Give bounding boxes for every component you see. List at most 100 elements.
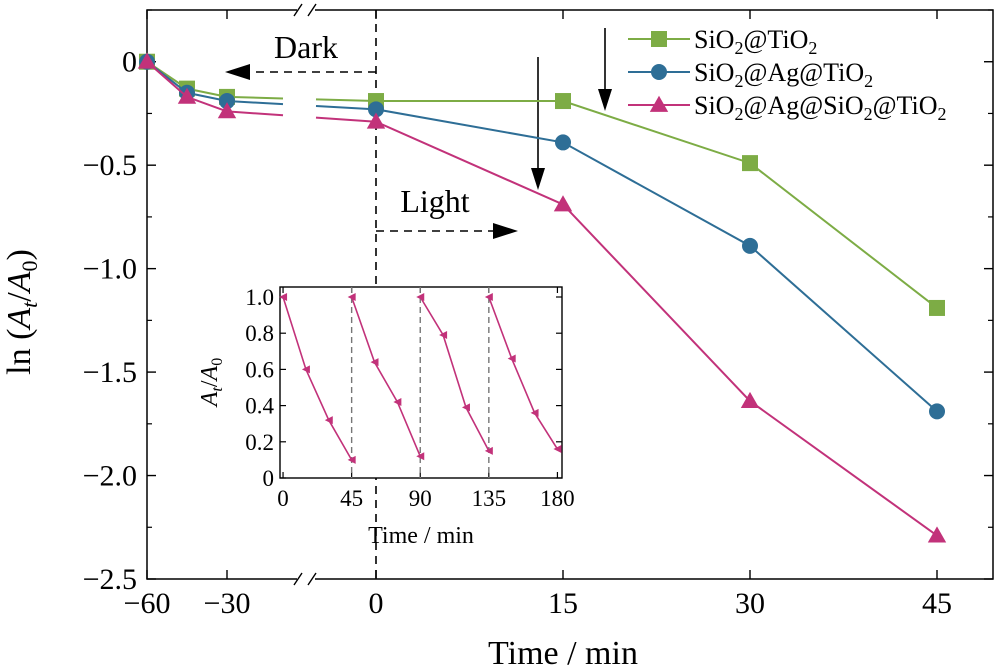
y-tick-label: 0 — [122, 46, 137, 79]
inset-x-tick-label: 135 — [472, 486, 507, 511]
y-axis-title: ln (At/A0) — [1, 249, 42, 375]
inset-data-point — [393, 397, 402, 406]
inset-data-point — [484, 293, 493, 301]
down-arrow-head — [598, 89, 612, 111]
legend-label-part: SiO — [694, 58, 734, 87]
x-tick-label: 15 — [548, 587, 578, 620]
data-point — [217, 102, 237, 119]
data-point — [219, 93, 235, 110]
inset-x-tick-label: 90 — [409, 486, 432, 511]
series-line-stub — [226, 110, 284, 117]
x-tick-label: −30 — [204, 587, 251, 620]
inset-y-axis-title-num-sub: t — [209, 387, 226, 392]
inset-data-point — [347, 455, 356, 464]
x-tick-label: −60 — [124, 587, 171, 620]
inset-data-point — [439, 331, 448, 340]
inset-cycle — [279, 293, 356, 464]
inset-data-point — [301, 365, 310, 374]
inset-y-axis-title-num: A — [197, 391, 223, 408]
series-line-stub — [226, 95, 284, 100]
inset-x-axis-title: Time / min — [368, 523, 474, 549]
y-axis-title-num-sub: t — [17, 301, 42, 308]
legend-label-part: @TiO — [743, 25, 808, 54]
data-point — [927, 526, 947, 543]
inset-series-line — [488, 296, 559, 450]
legend-label-sub: 2 — [864, 71, 873, 91]
inset-data-point — [530, 408, 539, 417]
y-axis-title-suffix: ) — [1, 249, 38, 260]
x-tick-label: 45 — [922, 587, 952, 620]
axis-break-slash — [307, 3, 317, 17]
inset-data-point — [279, 293, 288, 301]
inset-plot: 0 0.2 0.4 0.6 0.8 1.0 0 45 90 135 180 Time / min At/… — [197, 285, 575, 549]
legend-marker — [649, 95, 669, 112]
inset-y-tick-label: 0.4 — [245, 394, 274, 419]
inset-data-point — [324, 416, 333, 425]
inset-data-point — [370, 358, 379, 367]
y-axis-title-slash: / — [1, 292, 38, 302]
y-tick-label: −0.5 — [83, 149, 137, 182]
x-tick-label: 30 — [735, 587, 765, 620]
y-tick-label: −1.5 — [83, 356, 137, 389]
inset-y-tick-label: 0.2 — [245, 430, 274, 455]
legend-label: SiO2@TiO2 — [694, 25, 817, 58]
x-tick-label: 0 — [369, 587, 384, 620]
y-axis-title-prefix: ln ( — [1, 329, 38, 375]
data-point — [555, 134, 571, 151]
series-line — [375, 120, 938, 537]
inset-x-tick-label: 45 — [340, 486, 363, 511]
legend-label-sub: 2 — [938, 104, 947, 124]
axis-break-slash — [307, 572, 317, 586]
legend-label: SiO2@Ag@SiO2@TiO2 — [694, 91, 947, 124]
x-axis-title: Time / min — [488, 635, 638, 669]
legend-marker — [651, 64, 667, 80]
inset-frame — [279, 286, 563, 479]
data-point — [177, 87, 197, 104]
data-point — [137, 52, 157, 69]
series-line — [376, 100, 938, 309]
legend-label-sub: 2 — [734, 71, 743, 91]
inset-cycle — [484, 293, 562, 454]
inset-y-axis-title-den-sub: 0 — [209, 358, 226, 366]
inset-data-point — [416, 452, 425, 461]
light-label: Light — [400, 183, 469, 219]
light-arrow-head — [493, 223, 518, 239]
inset-y-tick-label: 0.8 — [245, 321, 274, 346]
y-axis-title-den: A — [1, 271, 38, 294]
legend-label-part: @TiO — [873, 91, 938, 120]
series-triangle — [137, 52, 947, 543]
series-line-stub — [226, 100, 284, 106]
legend-label-part: SiO — [694, 91, 734, 120]
y-tick-label: −1.0 — [83, 253, 137, 286]
legend-label-sub: 2 — [864, 104, 873, 124]
dark-label: Dark — [274, 29, 338, 65]
inset-series-line — [282, 296, 353, 461]
data-point — [929, 299, 945, 316]
inset-data-point — [461, 403, 470, 412]
inset-cycle — [416, 293, 493, 455]
y-axis-title-den-sub: 0 — [17, 260, 42, 271]
data-point — [368, 101, 384, 118]
y-axis-title-num: A — [1, 308, 38, 331]
legend-label: SiO2@Ag@TiO2 — [694, 58, 873, 91]
inset-y-tick-label: 0.6 — [245, 357, 274, 382]
data-point — [740, 391, 760, 408]
legend-label-part: SiO — [694, 25, 734, 54]
legend-label-part: @Ag@TiO — [743, 58, 864, 87]
inset-data-point — [553, 445, 562, 454]
legend-marker — [651, 31, 667, 47]
series-line-stub — [315, 98, 377, 103]
legend-label-part: @Ag@SiO — [743, 91, 863, 120]
inset-data-point — [416, 293, 425, 301]
inset-cycle — [347, 293, 425, 461]
series-line-stub — [315, 116, 377, 123]
inset-x-tick-label: 0 — [277, 486, 289, 511]
axis-break-slash — [293, 572, 303, 586]
data-point — [555, 93, 571, 110]
data-point — [742, 237, 758, 254]
data-point — [742, 155, 758, 172]
inset-y-tick-label: 0 — [263, 466, 275, 491]
data-point — [366, 112, 386, 129]
